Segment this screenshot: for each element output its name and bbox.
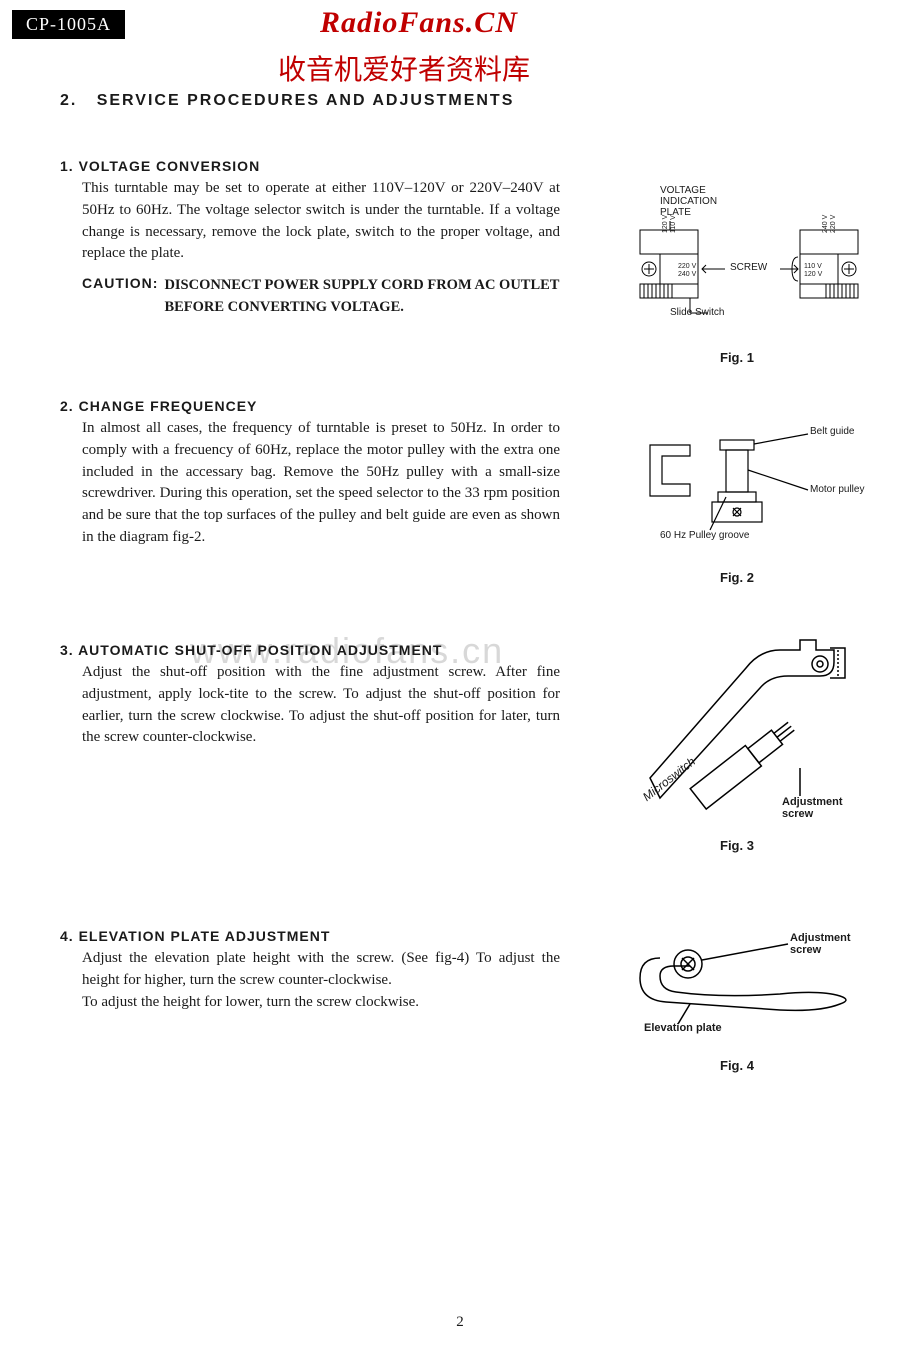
fig1-label-plate: VOLTAGE INDICATION PLATE <box>660 185 717 218</box>
fig1-caption: Fig. 1 <box>720 350 754 365</box>
item-4-body: Adjust the elevation plate height with t… <box>60 948 560 1013</box>
item-2-body: In almost all cases, the frequency of tu… <box>60 418 560 549</box>
fig4-caption: Fig. 4 <box>720 1058 754 1073</box>
fig4-label-adj: Adjustment screw <box>790 932 851 956</box>
item-3-body: Adjust the shut-off position with the fi… <box>60 662 560 749</box>
figure-2-svg <box>630 430 890 570</box>
fig1-label-slide: Slide Switch <box>670 307 724 318</box>
fig2-label-pulley: Motor pulley <box>810 484 864 495</box>
item-3: 3. AUTOMATIC SHUT-OFF POSITION ADJUSTMEN… <box>60 642 560 749</box>
fig1-label-ltop: 120 V 110 V <box>662 215 677 233</box>
page-number: 2 <box>0 1314 920 1331</box>
fig1-label-rtop: 240 V 220 V <box>822 215 837 233</box>
caution-label: CAUTION: <box>82 275 158 319</box>
item-1-head: VOLTAGE CONVERSION <box>79 158 261 174</box>
section-heading: SERVICE PROCEDURES AND ADJUSTMENTS <box>97 92 515 109</box>
figure-3-svg <box>620 628 890 828</box>
fig1-label-rbot: 110 V 120 V <box>804 263 822 278</box>
fig1-label-screw: SCREW <box>730 262 767 273</box>
fig3-label-adj: Adjustment screw <box>782 796 843 820</box>
watermark-subtitle: 收音机爱好者资料库 <box>278 48 530 88</box>
fig1-label-lbot: 220 V 240 V <box>678 263 696 278</box>
item-3-head: AUTOMATIC SHUT-OFF POSITION ADJUSTMENT <box>78 642 442 658</box>
fig2-caption: Fig. 2 <box>720 570 754 585</box>
figure-2: Belt guide Motor pulley 60 Hz Pulley gro… <box>630 430 890 570</box>
item-3-num: 3. <box>60 642 74 658</box>
item-4-num: 4. <box>60 928 74 944</box>
item-2: 2. CHANGE FREQUENCEY In almost all cases… <box>60 398 560 549</box>
watermark-title: RadioFans.CN <box>320 6 518 40</box>
item-1: 1. VOLTAGE CONVERSION This turntable may… <box>60 158 560 319</box>
figure-1: VOLTAGE INDICATION PLATE 120 V 110 V 220… <box>630 185 890 335</box>
item-1-num: 1. <box>60 158 74 174</box>
item-2-num: 2. <box>60 398 74 414</box>
page: CP-1005A RadioFans.CN 收音机爱好者资料库 2. SERVI… <box>0 0 920 1349</box>
model-badge: CP-1005A <box>12 10 125 39</box>
fig2-label-groove: 60 Hz Pulley groove <box>660 530 750 541</box>
fig4-label-elev: Elevation plate <box>644 1022 722 1034</box>
item-1-caution: CAUTION: DISCONNECT POWER SUPPLY CORD FR… <box>60 275 560 319</box>
item-2-head: CHANGE FREQUENCEY <box>79 398 258 414</box>
item-4-head: ELEVATION PLATE ADJUSTMENT <box>79 928 331 944</box>
section-number: 2. <box>60 92 77 109</box>
caution-text: DISCONNECT POWER SUPPLY CORD FROM AC OUT… <box>158 275 560 319</box>
figure-4: Adjustment screw Elevation plate <box>630 930 890 1040</box>
fig3-caption: Fig. 3 <box>720 838 754 853</box>
item-1-body: This turntable may be set to operate at … <box>60 178 560 265</box>
fig2-label-belt: Belt guide <box>810 426 854 437</box>
item-4: 4. ELEVATION PLATE ADJUSTMENT Adjust the… <box>60 928 560 1013</box>
figure-3: Microswitch Adjustment screw <box>620 628 890 828</box>
section-title: 2. SERVICE PROCEDURES AND ADJUSTMENTS <box>60 92 514 110</box>
